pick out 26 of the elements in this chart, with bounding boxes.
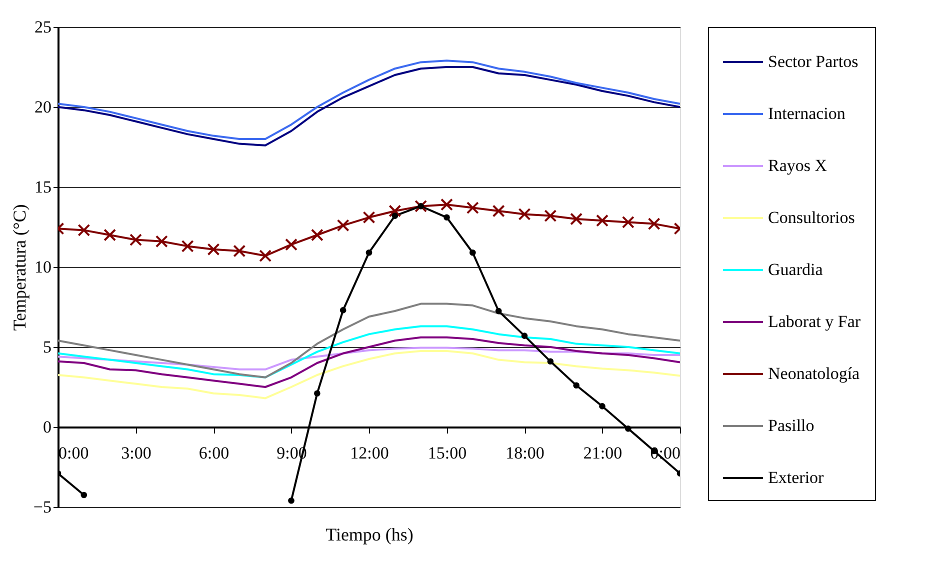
y-tick-label: 25 — [34, 18, 52, 36]
legend-label: Consultorios — [768, 208, 855, 227]
x-tick-label: 3:00 — [121, 444, 152, 462]
legend-label: Exterior — [768, 468, 824, 487]
y-tick-label: 5 — [43, 338, 52, 356]
y-axis-title: Temperatura (°C) — [9, 204, 30, 331]
y-tick-label: 0 — [43, 418, 52, 436]
legend-label: Pasillo — [768, 416, 814, 435]
legend-label: Laborat y Far — [768, 312, 861, 331]
x-tick-label: 6:00 — [198, 444, 230, 462]
y-tick-label: −5 — [33, 498, 52, 516]
x-axis-title: Tiempo (hs) — [326, 524, 414, 544]
y-tick-label: 20 — [34, 98, 52, 116]
x-tick-label: 12:00 — [350, 444, 389, 462]
y-tick-label: 15 — [34, 178, 52, 196]
x-tick-label: 21:00 — [583, 444, 622, 462]
x-tick-label: 18:00 — [506, 444, 544, 462]
legend-label: Internacion — [768, 104, 846, 123]
x-tick-label: 0:00 — [58, 444, 89, 462]
x-tick-label: 15:00 — [428, 444, 467, 462]
legend-label: Rayos X — [768, 156, 828, 175]
legend-label: Neonatología — [768, 364, 860, 383]
line-series — [58, 350, 680, 400]
legend-label: Guardia — [768, 260, 824, 279]
y-tick-label: 10 — [34, 258, 52, 276]
legend-label: Sector Partos — [768, 52, 858, 71]
